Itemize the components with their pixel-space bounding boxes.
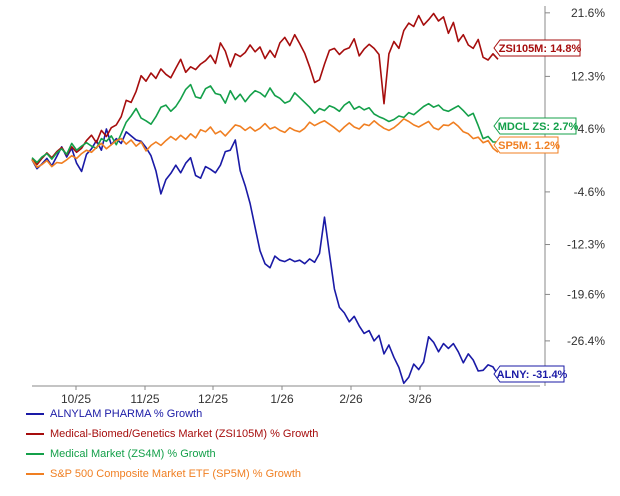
legend: ALNYLAM PHARMA % Growth Medical-Biomed/Ge… <box>26 404 318 484</box>
series-line-alny <box>31 128 499 385</box>
axes-layer: 21.6% 12.3% 4.6% -4.6% -12.3% -19.6% -26.4% 10/… <box>32 6 605 406</box>
legend-item-zs4m: Medical Market (ZS4M) % Growth <box>26 444 318 464</box>
legend-item-sp5m: S&P 500 Composite Market ETF (SP5M) % Gr… <box>26 464 318 484</box>
y-tick-label: 12.3% <box>571 69 605 83</box>
series-line-zsi105m <box>31 12 499 166</box>
x-tick-label: 12/25 <box>198 392 228 406</box>
legend-label: ALNYLAM PHARMA % Growth <box>50 408 203 420</box>
legend-item-zsi105m: Medical-Biomed/Genetics Market (ZSI105M)… <box>26 424 318 444</box>
end-label-text: ALNY: -31.4% <box>497 369 568 381</box>
end-label-zsi105m: ZSI105M: 14.8% <box>493 39 582 57</box>
end-label-box <box>493 136 559 154</box>
legend-swatch <box>26 433 44 435</box>
y-tick-label: 4.6% <box>578 122 606 136</box>
legend-swatch <box>26 473 44 475</box>
end-label-text: ZSI105M: 14.8% <box>499 43 582 55</box>
legend-item-alny: ALNYLAM PHARMA % Growth <box>26 404 318 424</box>
end-label-text: SP5M: 1.2% <box>498 140 560 152</box>
series-layer <box>31 12 499 385</box>
end-label-alny: ALNY: -31.4% <box>493 365 568 383</box>
x-tick-label: 1/26 <box>270 392 294 406</box>
end-label-box <box>493 365 565 383</box>
end-label-box <box>493 117 577 135</box>
y-tick-label: -12.3% <box>567 238 605 252</box>
legend-swatch <box>26 453 44 455</box>
end-label-zs4m: MDCL ZS: 2.7% <box>493 117 579 135</box>
y-tick-label: 21.6% <box>571 6 605 20</box>
legend-label: S&P 500 Composite Market ETF (SP5M) % Gr… <box>50 468 302 480</box>
y-tick-label: -26.4% <box>567 334 605 348</box>
legend-label: Medical-Biomed/Genetics Market (ZSI105M)… <box>50 428 319 440</box>
end-label-layer: ALNY: -31.4% ZSI105M: 14.8% MDCL ZS: 2.7% S… <box>493 39 582 383</box>
x-tick-label: 2/26 <box>339 392 363 406</box>
series-line-zs4m <box>31 83 498 164</box>
y-tick-label: -19.6% <box>567 287 605 301</box>
x-tick-label: 3/26 <box>408 392 432 406</box>
series-line-sp5m <box>31 118 499 169</box>
x-tick-label: 10/25 <box>61 392 91 406</box>
end-label-sp5m: SP5M: 1.2% <box>493 136 560 154</box>
legend-swatch <box>26 413 44 415</box>
x-tick-label: 11/25 <box>130 392 159 406</box>
end-label-text: MDCL ZS: 2.7% <box>498 121 579 133</box>
end-label-box <box>493 39 581 57</box>
y-tick-label: -4.6% <box>574 185 606 199</box>
legend-label: Medical Market (ZS4M) % Growth <box>50 448 216 460</box>
